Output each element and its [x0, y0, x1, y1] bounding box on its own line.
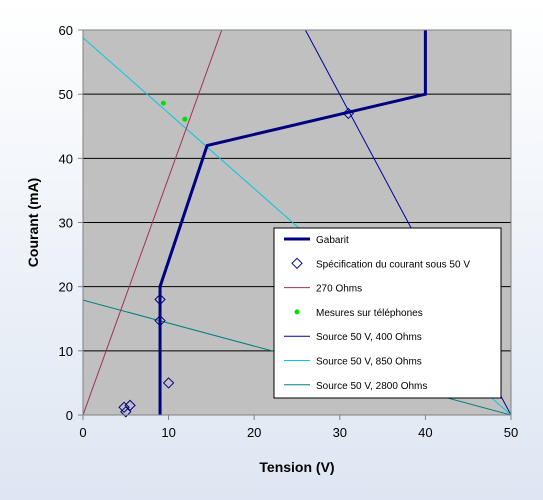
- legend-item-1: Spécification du courant sous 50 V: [291, 257, 470, 270]
- legend-item-5: Source 50 V, 850 Ohms: [284, 357, 422, 368]
- x-tick-label-1: 10: [161, 425, 175, 440]
- y-tick-label-1: 10: [59, 344, 73, 359]
- x-tick-label-4: 40: [418, 425, 432, 440]
- x-tick-label-2: 20: [247, 425, 261, 440]
- y-tick-label-6: 60: [59, 23, 73, 38]
- legend-item-4: Source 50 V, 400 Ohms: [284, 332, 422, 343]
- x-axis-title: Tension (V): [259, 459, 334, 475]
- y-tick-label-4: 40: [59, 151, 73, 166]
- legend-items: Gabarit Spécification du courant sous 50 …: [284, 235, 470, 392]
- series-1-point-5: [162, 377, 175, 389]
- y-axis-title: Courant (mA): [25, 178, 41, 267]
- legend-label-1: Spécification du courant sous 50 V: [316, 259, 470, 270]
- legend-item-3: Mesures sur téléphones: [294, 308, 423, 319]
- legend-swatch-1: [291, 257, 303, 270]
- x-axis-ticks: 0 10 20 30 40 50: [79, 415, 518, 440]
- series-2-line: [83, 30, 223, 415]
- legend-item-6: Source 50 V, 2800 Ohms: [284, 381, 427, 392]
- legend-swatch-3: [294, 309, 300, 315]
- legend-label-6: Source 50 V, 2800 Ohms: [316, 381, 427, 392]
- series-1-point-2: [118, 401, 130, 414]
- y-tick-label-0: 0: [66, 408, 73, 423]
- legend-box: [273, 227, 502, 399]
- series-1-point-6: [342, 107, 355, 120]
- series-1-point-4: [154, 314, 166, 327]
- legend-label-2: 270 Ohms: [316, 284, 362, 295]
- legend-label-4: Source 50 V, 400 Ohms: [316, 332, 422, 343]
- series-3-point-1: [182, 116, 188, 122]
- x-tick-label-5: 50: [504, 425, 518, 440]
- legend-label-0: Gabarit: [316, 235, 349, 246]
- y-tick-label-3: 30: [59, 216, 73, 231]
- y-tick-label-2: 20: [59, 280, 73, 295]
- legend-label-3: Mesures sur téléphones: [316, 308, 423, 319]
- y-tick-label-5: 50: [59, 87, 73, 102]
- series-0-line: [158, 30, 427, 415]
- y-axis-ticks: 0 10 20 30 40 50 60: [59, 23, 83, 423]
- x-tick-label-0: 0: [79, 425, 86, 440]
- legend: Gabarit Spécification du courant sous 50 …: [273, 227, 502, 399]
- x-tick-label-3: 30: [333, 425, 347, 440]
- legend-item-0: Gabarit: [284, 235, 349, 246]
- series-1-point-3: [154, 293, 166, 306]
- legend-item-2: 270 Ohms: [284, 284, 362, 295]
- legend-label-5: Source 50 V, 850 Ohms: [316, 357, 422, 368]
- series-3-point-0: [160, 100, 166, 106]
- series-1-point-1: [124, 399, 136, 412]
